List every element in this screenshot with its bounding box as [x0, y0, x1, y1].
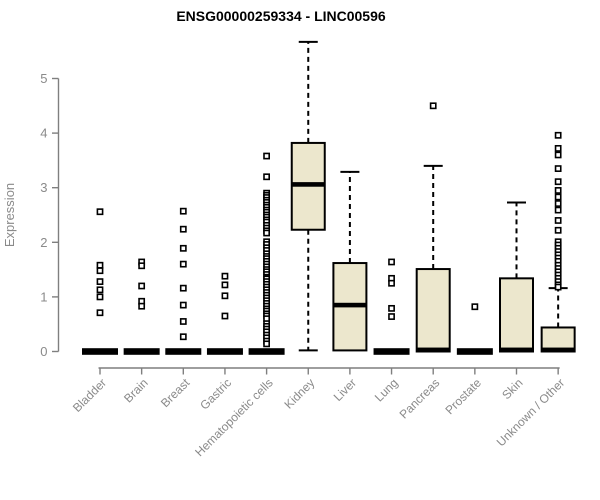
flat-box	[123, 348, 160, 355]
outlier-point	[179, 225, 187, 233]
outlier-point	[388, 258, 395, 266]
plot-area: 0 1 2 3 4 5 Bladder Brain Breast GastricHematopoi…	[40, 40, 576, 459]
outlier-point	[96, 208, 104, 216]
boxplot-kidney	[290, 40, 326, 352]
boxplot-breast	[165, 207, 202, 355]
flat-box	[456, 348, 493, 355]
outlier-point	[554, 217, 562, 224]
outlier-point	[179, 260, 187, 268]
outlier-point	[96, 267, 104, 275]
flat-box	[373, 348, 410, 355]
outlier-point	[138, 302, 146, 310]
x-tick-label: Kidney	[282, 376, 318, 412]
flat-box	[82, 348, 118, 355]
boxplot-brain	[123, 258, 160, 355]
y-axis-label: Expression	[2, 183, 17, 247]
outlier-point	[554, 151, 562, 159]
flat-box	[165, 348, 202, 355]
outlier-point	[221, 292, 229, 300]
outlier-point	[554, 226, 562, 234]
x-tick-label: Bladder	[70, 376, 109, 415]
outlier-point	[554, 187, 562, 194]
y-tick-label: 0	[40, 344, 47, 359]
flat-box	[248, 348, 285, 355]
boxplot-prostate	[456, 303, 493, 355]
median-line	[291, 182, 326, 187]
boxplot-bladder	[82, 208, 118, 355]
box	[415, 268, 451, 353]
outlier-point	[263, 173, 270, 181]
outlier-point	[179, 284, 187, 292]
outlier-point	[263, 152, 270, 160]
outlier-point	[221, 281, 229, 289]
outlier-point	[96, 286, 104, 294]
x-tick-label: Liver	[331, 376, 359, 404]
boxplot-gastric	[206, 272, 243, 355]
boxplot-skin	[499, 201, 534, 353]
boxplot-unknown-other	[540, 131, 576, 353]
outlier-point	[179, 244, 187, 252]
outlier-point	[554, 165, 562, 172]
outlier-point	[554, 193, 562, 201]
outlier-point	[263, 340, 270, 348]
x-tick-label: Pancreas	[397, 376, 443, 422]
box	[499, 277, 534, 353]
x-tick-label: Gastric	[197, 376, 234, 413]
y-tick-label: 3	[40, 180, 47, 195]
flat-box	[206, 348, 243, 355]
x-tick-label: Brain	[121, 376, 151, 406]
y-tick-label: 5	[40, 71, 47, 86]
outlier-point	[179, 333, 187, 341]
boxplot-lung	[373, 258, 410, 355]
outlier-point	[179, 207, 187, 215]
x-tick-label: Hematopoietic cells	[192, 376, 275, 459]
boxplot-hematopoietic-cells	[248, 152, 285, 355]
x-tick-label: Skin	[499, 376, 525, 402]
outlier-point	[138, 262, 146, 270]
outlier-point	[388, 279, 395, 287]
chart-title: ENSG00000259334 - LINC00596	[176, 8, 386, 24]
outlier-point	[554, 178, 562, 186]
y-tick-label: 2	[40, 235, 47, 250]
outlier-point	[221, 272, 229, 280]
x-tick-label: Breast	[158, 375, 193, 410]
median-line	[416, 347, 451, 353]
outlier-point	[96, 293, 104, 301]
median-line	[499, 347, 534, 353]
y-tick-label: 4	[40, 126, 47, 141]
outlier-point	[554, 206, 562, 214]
boxplot-liver	[332, 170, 368, 352]
outlier-point	[138, 282, 146, 290]
outlier-point	[554, 200, 562, 207]
outlier-point	[96, 309, 104, 317]
outlier-point	[554, 131, 562, 139]
outlier-point	[179, 318, 187, 325]
outlier-point	[429, 102, 437, 110]
outlier-point	[96, 261, 104, 269]
median-line	[541, 347, 576, 353]
median-line	[332, 302, 367, 308]
outlier-point	[554, 283, 562, 291]
outlier-point	[263, 229, 270, 237]
outlier-point	[179, 301, 187, 309]
y-tick-label: 1	[40, 289, 47, 304]
x-tick-label: Lung	[372, 376, 401, 405]
outlier-point	[221, 312, 229, 320]
x-tick-label: Prostate	[442, 376, 484, 418]
outlier-point	[388, 304, 395, 312]
outlier-point	[471, 303, 479, 311]
boxplot-pancreas	[415, 102, 451, 353]
outlier-point	[96, 278, 104, 286]
outlier-point	[388, 313, 395, 320]
outlier-point	[554, 144, 562, 152]
